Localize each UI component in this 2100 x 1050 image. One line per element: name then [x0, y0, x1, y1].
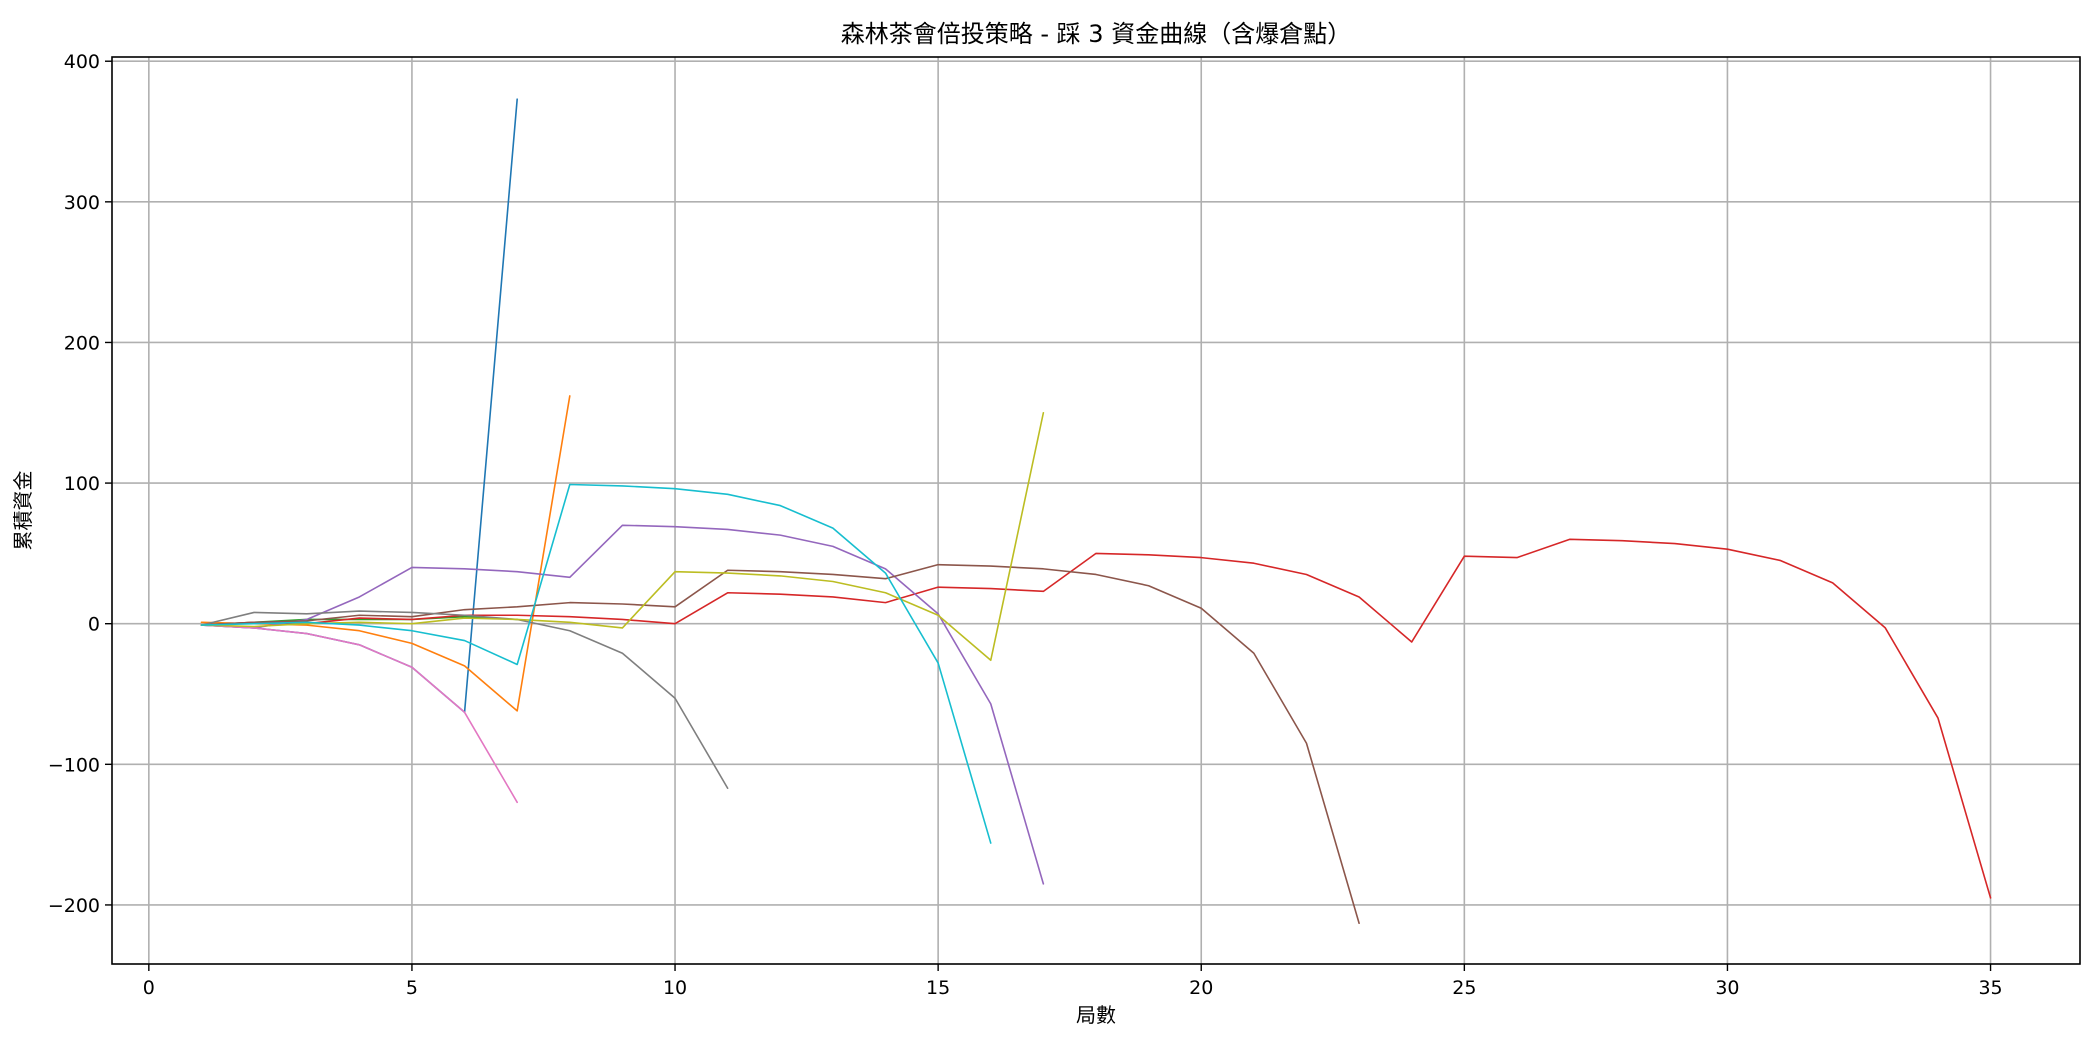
ticks-layer: 0 5 10 15 20 25 30 35 −200 −100 0 100 200 300 400	[48, 51, 2003, 999]
series-line-9	[200, 411, 1045, 662]
x-tick-label: 25	[1452, 977, 1476, 999]
series-line-6	[200, 563, 1360, 925]
x-tick-label: 20	[1189, 977, 1213, 999]
series-line-4	[200, 538, 1992, 899]
y-axis-title: 累積資金	[11, 471, 35, 551]
grid-layer	[112, 57, 2080, 964]
x-tick-label: 0	[143, 977, 155, 999]
y-tick-label: 200	[64, 332, 100, 354]
y-tick-label: 100	[64, 473, 100, 495]
x-tick-label: 5	[406, 977, 418, 999]
series-line-5	[200, 524, 1045, 885]
series-line-10	[200, 483, 992, 844]
x-tick-label: 15	[926, 977, 950, 999]
y-tick-label: 0	[88, 614, 100, 636]
x-tick-label: 10	[663, 977, 687, 999]
series-line-7	[200, 624, 518, 804]
x-tick-label: 35	[1978, 977, 2002, 999]
y-tick-label: −200	[48, 895, 100, 917]
y-tick-label: 400	[64, 51, 100, 73]
series-line-1	[200, 98, 518, 714]
y-tick-label: 300	[64, 192, 100, 214]
series-line-8	[200, 610, 729, 790]
series-layer	[200, 98, 1992, 925]
plot-area-frame	[111, 56, 2081, 965]
y-tick-label: −100	[48, 754, 100, 776]
x-axis-title: 局數	[1076, 1003, 1116, 1027]
chart-title: 森林茶會倍投策略 - 踩 3 資金曲線（含爆倉點）	[841, 20, 1351, 48]
x-tick-label: 30	[1715, 977, 1739, 999]
